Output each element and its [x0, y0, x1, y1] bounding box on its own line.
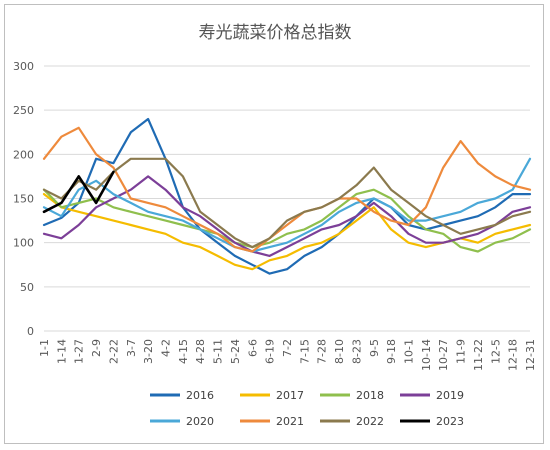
x-axis-ticks: 1-1 1-14 1-27 2-9 2-22 3-7 3-20 4-2 4-15 4-28 5-11…: [38, 339, 537, 371]
x-tick-label: 9-5: [368, 339, 381, 357]
legend-item: 2016: [150, 389, 214, 402]
x-tick-label: 7-2: [281, 339, 294, 357]
legend-item: 2023: [400, 415, 464, 428]
y-tick-label: 200: [13, 148, 34, 161]
legend-item: 2019: [400, 389, 464, 402]
legend-item: 2022: [320, 415, 384, 428]
y-tick-label: 300: [13, 60, 34, 73]
x-tick-label: 7-15: [298, 339, 311, 364]
chart-frame: [4, 4, 544, 444]
x-tick-label: 11-9: [455, 339, 468, 364]
x-tick-label: 11-22: [472, 339, 485, 371]
y-tick-label: 150: [13, 193, 34, 206]
chart-title: 寿光蔬菜价格总指数: [199, 23, 352, 43]
x-tick-label: 5-11: [212, 339, 225, 364]
x-tick-label: 12-5: [489, 339, 502, 364]
legend-label: 2020: [186, 415, 214, 428]
x-tick-label: 6-6: [246, 339, 259, 357]
x-tick-label: 1-27: [73, 339, 86, 364]
legend-label: 2018: [356, 389, 384, 402]
legend-item: 2020: [150, 415, 214, 428]
legend-label: 2023: [436, 415, 464, 428]
x-tick-label: 1-1: [38, 339, 51, 357]
series-line-2020: [42, 157, 532, 253]
series-lines: [42, 117, 532, 275]
x-tick-label: 9-18: [385, 339, 398, 364]
y-tick-label: 250: [13, 104, 34, 117]
x-tick-label: 2-9: [90, 339, 103, 357]
legend-label: 2022: [356, 415, 384, 428]
x-tick-label: 4-15: [177, 339, 190, 364]
x-tick-label: 3-7: [125, 339, 138, 357]
legend-label: 2019: [436, 389, 464, 402]
x-tick-label: 5-24: [229, 339, 242, 364]
x-tick-label: 8-23: [350, 339, 363, 364]
series-line-2016: [42, 117, 532, 275]
series-line-2023: [42, 170, 115, 214]
legend-label: 2017: [276, 389, 304, 402]
series-line-2021: [42, 126, 532, 253]
x-tick-label: 12-18: [507, 339, 520, 371]
y-tick-label: 100: [13, 237, 34, 250]
gridlines: [44, 65, 530, 332]
legend-item: 2017: [240, 389, 304, 402]
y-axis-ticks: 0 50 100 150 200 250 300: [13, 60, 34, 338]
x-tick-label: 10-27: [437, 339, 450, 371]
x-tick-label: 8-10: [333, 339, 346, 364]
y-tick-label: 0: [27, 325, 34, 338]
x-tick-label: 6-19: [264, 339, 277, 364]
x-tick-label: 4-28: [194, 339, 207, 364]
x-tick-label: 10-1: [403, 339, 416, 364]
series-line-2022: [42, 157, 532, 249]
series-line-2019: [42, 175, 532, 257]
x-tick-label: 4-2: [160, 339, 173, 357]
legend-item: 2021: [240, 415, 304, 428]
x-tick-label: 10-14: [420, 339, 433, 371]
y-tick-label: 50: [20, 281, 34, 294]
legend-label: 2021: [276, 415, 304, 428]
x-tick-label: 7-28: [316, 339, 329, 364]
x-tick-label: 3-20: [142, 339, 155, 364]
legend-item: 2018: [320, 389, 384, 402]
legend-label: 2016: [186, 389, 214, 402]
x-tick-label: 12-31: [524, 339, 537, 371]
x-tick-label: 1-14: [55, 339, 68, 364]
series-line-2018: [42, 188, 532, 253]
legend: 2016 2017 2018 2019 2020 2021 2022 2023: [150, 389, 464, 428]
x-tick-label: 2-22: [107, 339, 120, 364]
